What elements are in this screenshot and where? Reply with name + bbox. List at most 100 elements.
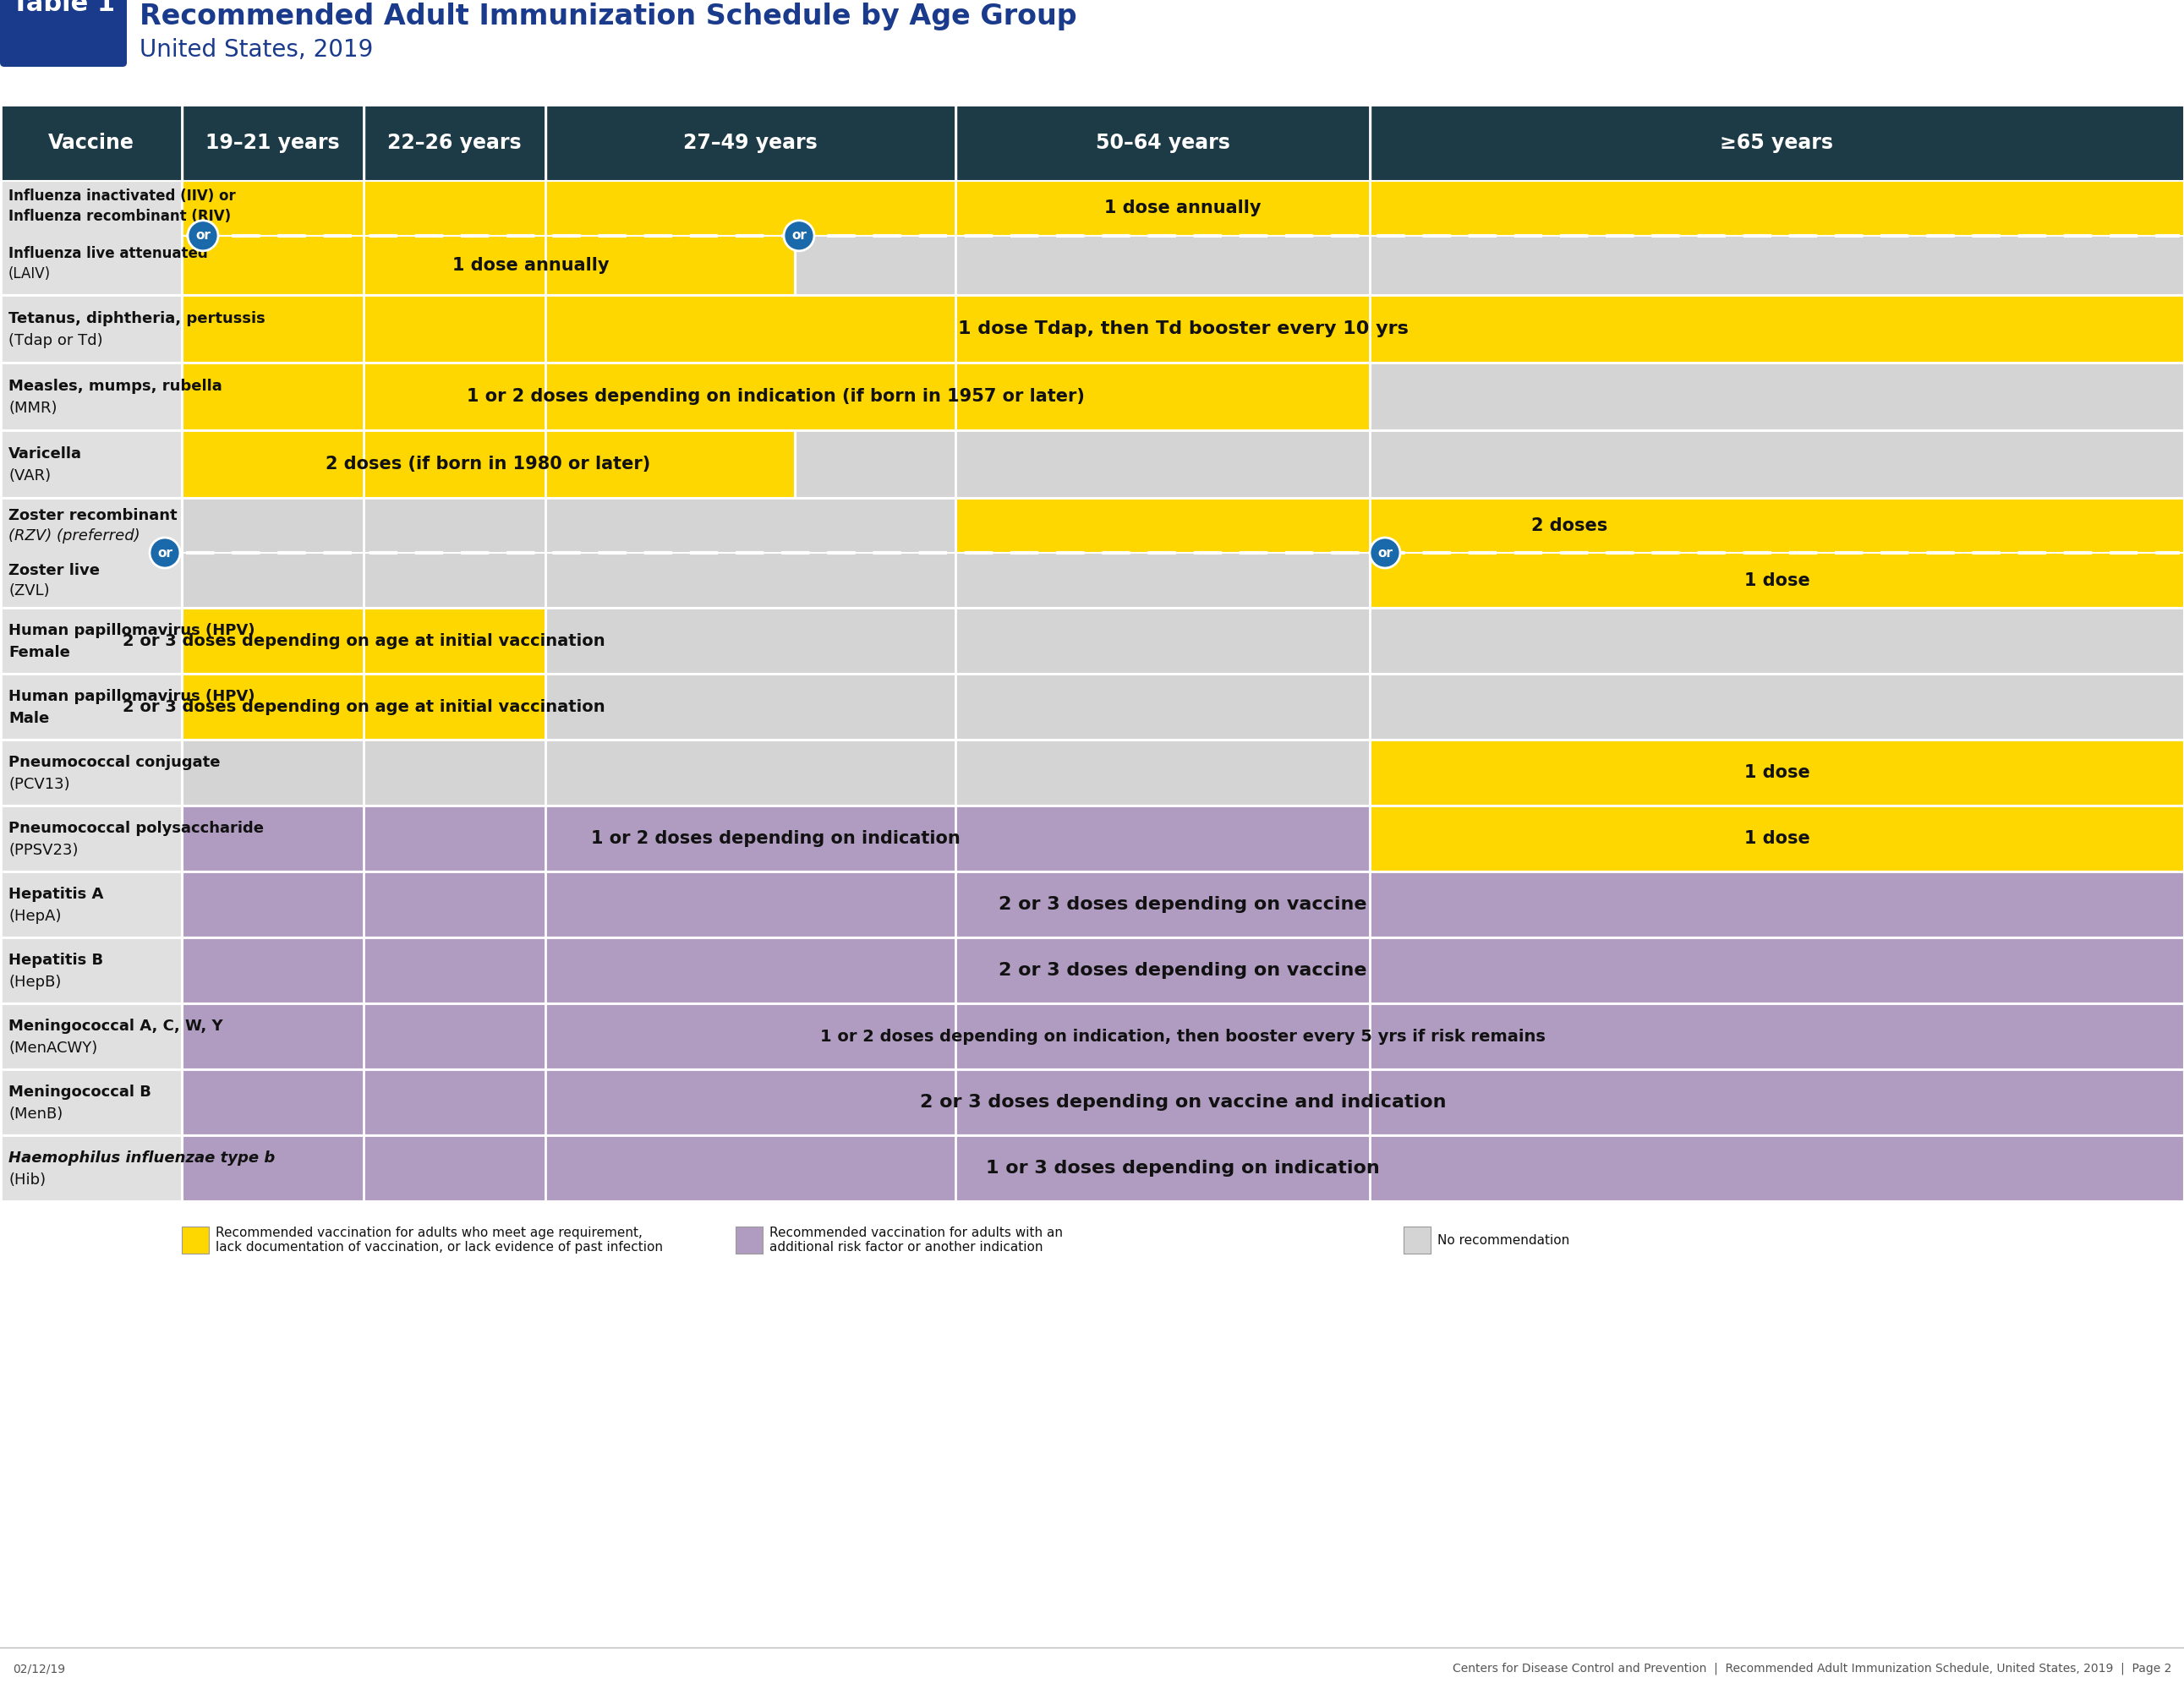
FancyBboxPatch shape	[0, 105, 181, 181]
FancyBboxPatch shape	[0, 806, 181, 871]
Text: Zoster live: Zoster live	[9, 562, 100, 578]
Text: 1 or 3 doses depending on indication: 1 or 3 doses depending on indication	[985, 1160, 1380, 1177]
Text: 1 dose: 1 dose	[1745, 764, 1811, 781]
FancyBboxPatch shape	[181, 1135, 2184, 1201]
FancyBboxPatch shape	[181, 806, 1369, 871]
Text: 1 dose: 1 dose	[1745, 830, 1811, 847]
Text: ≥65 years: ≥65 years	[1721, 132, 1835, 152]
FancyBboxPatch shape	[181, 608, 546, 674]
FancyBboxPatch shape	[957, 105, 1369, 181]
FancyBboxPatch shape	[795, 430, 2184, 498]
FancyBboxPatch shape	[181, 430, 795, 498]
FancyBboxPatch shape	[0, 608, 181, 674]
Text: Varicella: Varicella	[9, 446, 83, 461]
FancyBboxPatch shape	[181, 937, 2184, 1003]
FancyBboxPatch shape	[546, 674, 2184, 740]
FancyBboxPatch shape	[0, 498, 181, 608]
Text: United States, 2019: United States, 2019	[140, 37, 373, 61]
FancyBboxPatch shape	[181, 181, 2184, 235]
Text: Tetanus, diphtheria, pertussis: Tetanus, diphtheria, pertussis	[9, 312, 264, 327]
Text: or: or	[157, 547, 173, 559]
Text: Haemophilus influenzae type b: Haemophilus influenzae type b	[9, 1150, 275, 1165]
Circle shape	[1369, 537, 1400, 567]
Text: 1 dose annually: 1 dose annually	[452, 257, 609, 274]
Text: Influenza recombinant (RIV): Influenza recombinant (RIV)	[9, 208, 232, 224]
Text: 2 or 3 doses depending on vaccine: 2 or 3 doses depending on vaccine	[998, 896, 1367, 913]
Circle shape	[784, 220, 815, 251]
FancyBboxPatch shape	[0, 295, 181, 363]
Text: Table 1: Table 1	[11, 0, 116, 15]
FancyBboxPatch shape	[0, 1069, 181, 1135]
Text: (PPSV23): (PPSV23)	[9, 844, 79, 857]
FancyBboxPatch shape	[181, 295, 2184, 363]
FancyBboxPatch shape	[0, 740, 181, 806]
Text: Meningococcal A, C, W, Y: Meningococcal A, C, W, Y	[9, 1018, 223, 1033]
FancyBboxPatch shape	[1369, 806, 2184, 871]
FancyBboxPatch shape	[1369, 552, 2184, 608]
FancyBboxPatch shape	[0, 363, 181, 430]
Text: Pneumococcal polysaccharide: Pneumococcal polysaccharide	[9, 822, 264, 837]
FancyBboxPatch shape	[1369, 105, 2184, 181]
Text: or: or	[791, 229, 806, 242]
FancyBboxPatch shape	[1404, 1226, 1431, 1254]
Text: Human papillomavirus (HPV): Human papillomavirus (HPV)	[9, 623, 256, 639]
FancyBboxPatch shape	[0, 1003, 181, 1069]
Text: Centers for Disease Control and Prevention  |  Recommended Adult Immunization Sc: Centers for Disease Control and Preventi…	[1452, 1662, 2171, 1675]
FancyBboxPatch shape	[1369, 740, 2184, 806]
Text: Pneumococcal conjugate: Pneumococcal conjugate	[9, 756, 221, 771]
Text: 2 or 3 doses depending on vaccine: 2 or 3 doses depending on vaccine	[998, 962, 1367, 979]
Text: 1 dose Tdap, then Td booster every 10 yrs: 1 dose Tdap, then Td booster every 10 yr…	[957, 320, 1409, 337]
FancyBboxPatch shape	[181, 1003, 2184, 1069]
Text: Human papillomavirus (HPV): Human papillomavirus (HPV)	[9, 689, 256, 705]
Text: 1 dose annually: 1 dose annually	[1105, 200, 1262, 217]
Text: Influenza inactivated (IIV) or: Influenza inactivated (IIV) or	[9, 188, 236, 203]
Text: (MMR): (MMR)	[9, 401, 57, 417]
FancyBboxPatch shape	[181, 674, 546, 740]
Text: Meningococcal B: Meningococcal B	[9, 1084, 151, 1099]
Circle shape	[151, 537, 179, 567]
Text: 1 or 2 doses depending on indication, then booster every 5 yrs if risk remains: 1 or 2 doses depending on indication, th…	[821, 1028, 1546, 1045]
FancyBboxPatch shape	[795, 235, 2184, 295]
FancyBboxPatch shape	[181, 363, 1369, 430]
FancyBboxPatch shape	[0, 937, 181, 1003]
Text: Hepatitis B: Hepatitis B	[9, 952, 103, 967]
Text: 27–49 years: 27–49 years	[684, 132, 817, 152]
Text: 02/12/19: 02/12/19	[13, 1664, 66, 1675]
FancyBboxPatch shape	[181, 105, 363, 181]
Text: Influenza live attenuated: Influenza live attenuated	[9, 246, 207, 261]
Text: 2 doses (if born in 1980 or later): 2 doses (if born in 1980 or later)	[325, 456, 651, 473]
Text: (MenACWY): (MenACWY)	[9, 1040, 98, 1055]
Text: Vaccine: Vaccine	[48, 132, 133, 152]
Text: 22–26 years: 22–26 years	[387, 132, 522, 152]
FancyBboxPatch shape	[181, 740, 1369, 806]
Text: Recommended Adult Immunization Schedule by Age Group: Recommended Adult Immunization Schedule …	[140, 2, 1077, 30]
Text: Recommended vaccination for adults who meet age requirement,
lack documentation : Recommended vaccination for adults who m…	[216, 1226, 664, 1254]
Text: Recommended vaccination for adults with an
additional risk factor or another ind: Recommended vaccination for adults with …	[769, 1226, 1064, 1254]
Text: or: or	[1378, 547, 1393, 559]
Text: (RZV) (preferred): (RZV) (preferred)	[9, 529, 140, 544]
Text: (MenB): (MenB)	[9, 1106, 63, 1121]
Text: 2 or 3 doses depending on age at initial vaccination: 2 or 3 doses depending on age at initial…	[122, 634, 605, 649]
FancyBboxPatch shape	[1369, 363, 2184, 430]
Text: Measles, mumps, rubella: Measles, mumps, rubella	[9, 379, 223, 395]
Text: (PCV13): (PCV13)	[9, 778, 70, 793]
FancyBboxPatch shape	[181, 1069, 2184, 1135]
FancyBboxPatch shape	[365, 105, 546, 181]
Text: Hepatitis A: Hepatitis A	[9, 886, 103, 901]
Text: (HepA): (HepA)	[9, 908, 61, 923]
Text: 50–64 years: 50–64 years	[1096, 132, 1230, 152]
Text: or: or	[194, 229, 210, 242]
Text: Zoster recombinant: Zoster recombinant	[9, 508, 177, 523]
Text: 2 or 3 doses depending on age at initial vaccination: 2 or 3 doses depending on age at initial…	[122, 698, 605, 715]
FancyBboxPatch shape	[0, 674, 181, 740]
Text: (HepB): (HepB)	[9, 974, 61, 989]
Text: 2 doses: 2 doses	[1531, 517, 1607, 534]
FancyBboxPatch shape	[0, 181, 181, 295]
FancyBboxPatch shape	[181, 498, 954, 552]
Text: 1 or 2 doses depending on indication (if born in 1957 or later): 1 or 2 doses depending on indication (if…	[467, 388, 1085, 405]
FancyBboxPatch shape	[0, 0, 127, 66]
FancyBboxPatch shape	[546, 105, 954, 181]
Text: 2 or 3 doses depending on vaccine and indication: 2 or 3 doses depending on vaccine and in…	[919, 1094, 1446, 1111]
Text: Female: Female	[9, 645, 70, 661]
Text: 1 or 2 doses depending on indication: 1 or 2 doses depending on indication	[592, 830, 961, 847]
